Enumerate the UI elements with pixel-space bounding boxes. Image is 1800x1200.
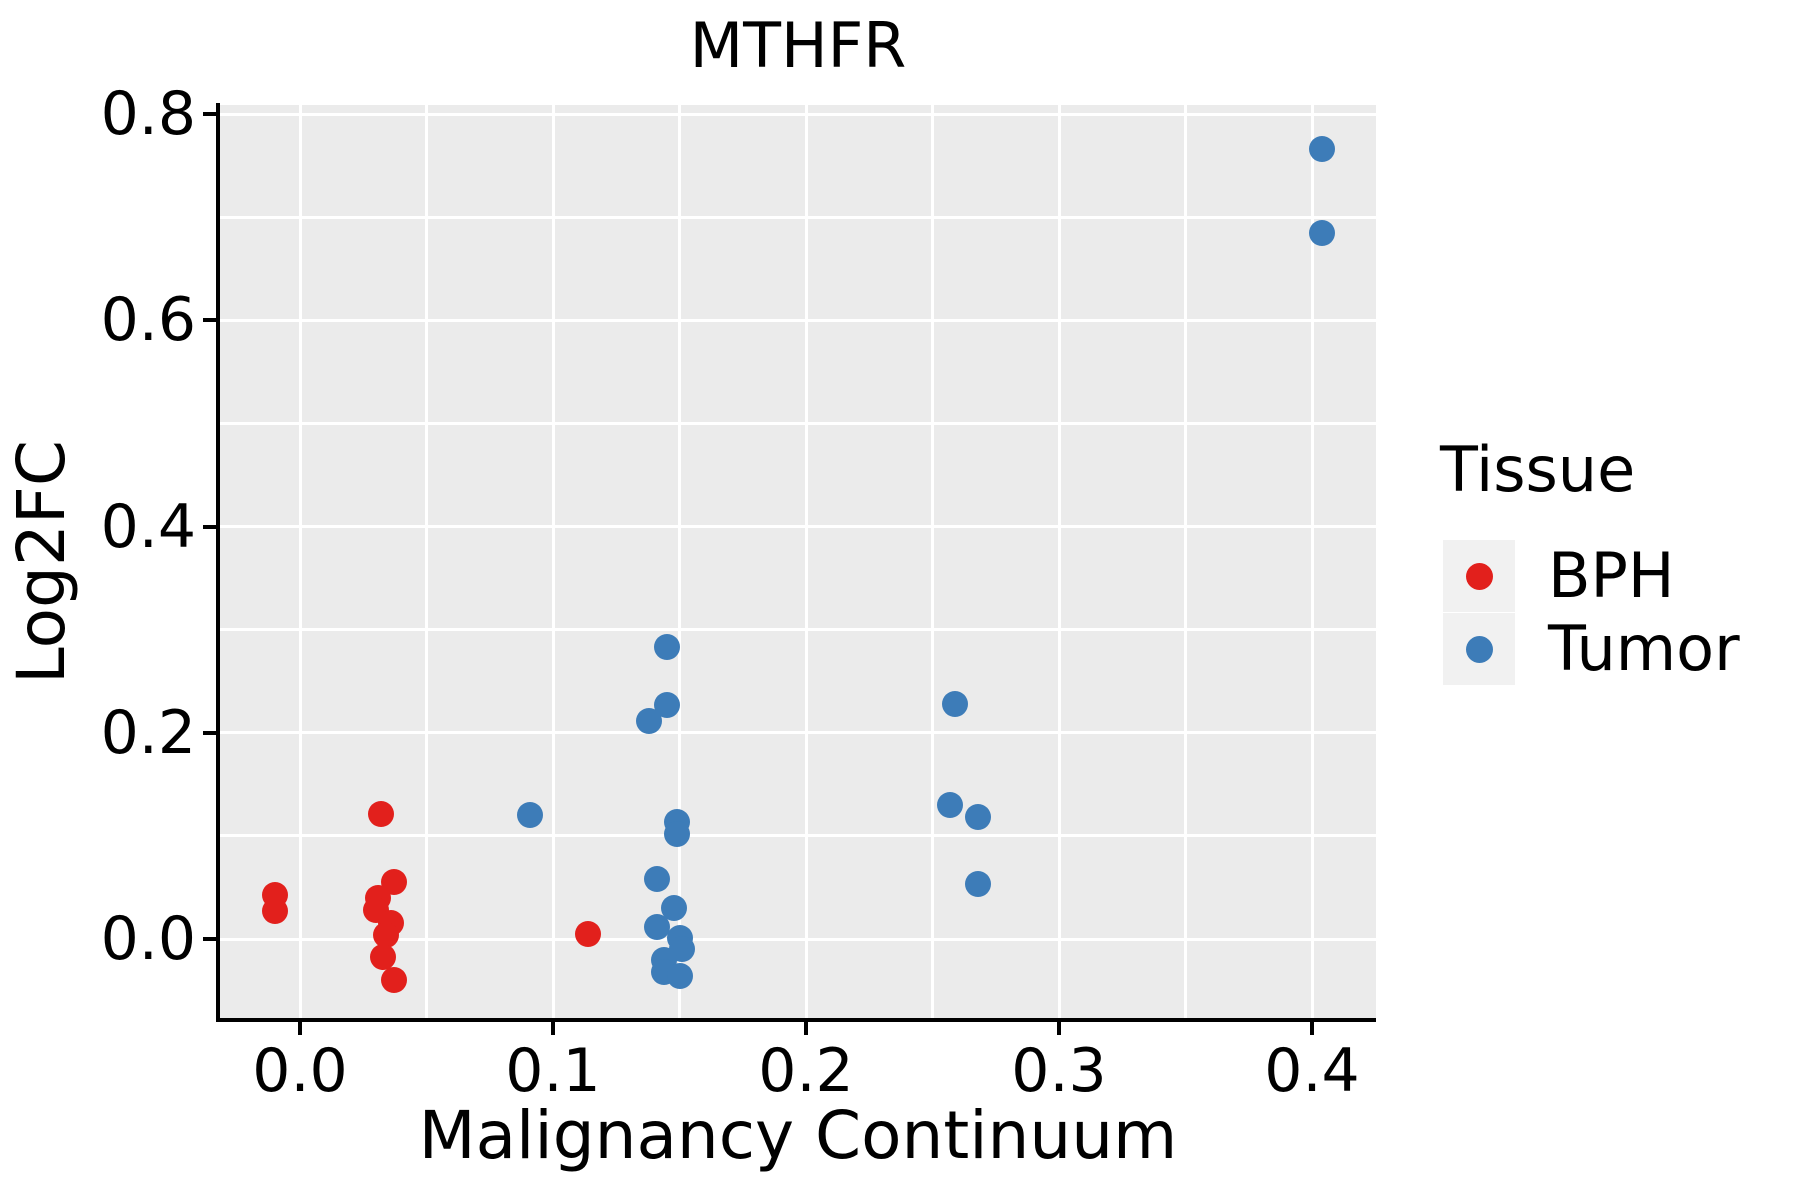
data-point-tumor bbox=[1309, 219, 1336, 246]
minor-gridline-y bbox=[220, 422, 1376, 425]
y-tick-label: 0.4 bbox=[100, 491, 196, 562]
tumor-marker-icon bbox=[1465, 635, 1493, 663]
chart-title: MTHFR bbox=[689, 9, 907, 82]
x-tick bbox=[804, 1022, 808, 1035]
data-point-tumor bbox=[1309, 136, 1336, 163]
data-point-tumor bbox=[663, 820, 690, 847]
y-tick-label: 0.0 bbox=[100, 904, 196, 974]
major-gridline-x bbox=[804, 105, 808, 1020]
major-gridline-y bbox=[220, 937, 1376, 941]
x-tick bbox=[551, 1022, 555, 1035]
y-tick bbox=[203, 730, 216, 735]
x-tick-label: 0.2 bbox=[758, 1036, 854, 1106]
y-tick bbox=[203, 318, 216, 323]
y-tick-label: 0.8 bbox=[100, 79, 196, 150]
minor-gridline-y bbox=[220, 834, 1376, 838]
major-gridline-y bbox=[220, 525, 1376, 529]
minor-gridline-x bbox=[1184, 105, 1187, 1020]
legend-key-tumor bbox=[1443, 613, 1515, 685]
major-gridline-y bbox=[220, 318, 1376, 322]
y-tick-label: 0.6 bbox=[100, 285, 196, 356]
data-point-bph bbox=[367, 801, 394, 828]
legend-label-bph: BPH bbox=[1548, 539, 1675, 612]
data-point-tumor bbox=[517, 802, 544, 829]
data-point-tumor bbox=[942, 690, 969, 717]
minor-gridline-x bbox=[678, 105, 681, 1020]
x-axis-spine bbox=[216, 1018, 1376, 1022]
data-point-tumor bbox=[666, 963, 693, 990]
x-tick bbox=[298, 1022, 302, 1035]
data-point-bph bbox=[380, 967, 407, 994]
minor-gridline-x bbox=[931, 105, 934, 1020]
y-tick bbox=[203, 524, 216, 529]
x-tick-label: 0.0 bbox=[252, 1036, 348, 1106]
data-point-tumor bbox=[937, 791, 964, 818]
y-tick bbox=[203, 937, 216, 941]
y-axis-spine bbox=[216, 103, 220, 1022]
data-point-tumor bbox=[636, 708, 663, 735]
legend-label-tumor: Tumor bbox=[1548, 612, 1740, 685]
x-axis-label: Malignancy Continuum bbox=[418, 1097, 1178, 1174]
y-tick-label: 0.2 bbox=[100, 697, 196, 768]
data-point-bph bbox=[575, 920, 602, 947]
major-gridline-x bbox=[1310, 105, 1314, 1020]
major-gridline-x bbox=[298, 105, 302, 1020]
x-tick-label: 0.4 bbox=[1264, 1036, 1360, 1106]
data-point-tumor bbox=[653, 634, 680, 661]
legend-title: Tissue bbox=[1440, 433, 1636, 506]
x-tick bbox=[1310, 1022, 1314, 1035]
major-gridline-x bbox=[551, 105, 555, 1020]
data-point-bph bbox=[370, 943, 397, 970]
legend-item-tumor: Tumor bbox=[1443, 613, 1740, 685]
x-tick-label: 0.3 bbox=[1011, 1036, 1107, 1106]
legend-key-bph bbox=[1443, 540, 1515, 612]
legend-item-bph: BPH bbox=[1443, 540, 1675, 612]
major-gridline-y bbox=[220, 731, 1376, 735]
data-point-bph bbox=[261, 898, 288, 925]
y-axis-label: Log2FC bbox=[3, 440, 80, 684]
minor-gridline-y bbox=[220, 215, 1376, 219]
minor-gridline-y bbox=[220, 628, 1376, 632]
data-point-tumor bbox=[643, 866, 670, 893]
minor-gridline-x bbox=[425, 105, 428, 1020]
data-point-tumor bbox=[965, 804, 992, 831]
data-point-tumor bbox=[965, 871, 992, 898]
x-tick-label: 0.1 bbox=[505, 1036, 601, 1106]
y-tick bbox=[203, 112, 216, 117]
major-gridline-x bbox=[1057, 105, 1061, 1020]
plot-area bbox=[220, 105, 1376, 1020]
major-gridline-y bbox=[220, 112, 1376, 116]
bph-marker-icon bbox=[1465, 562, 1493, 590]
data-point-tumor bbox=[643, 913, 670, 940]
x-tick bbox=[1057, 1022, 1061, 1035]
